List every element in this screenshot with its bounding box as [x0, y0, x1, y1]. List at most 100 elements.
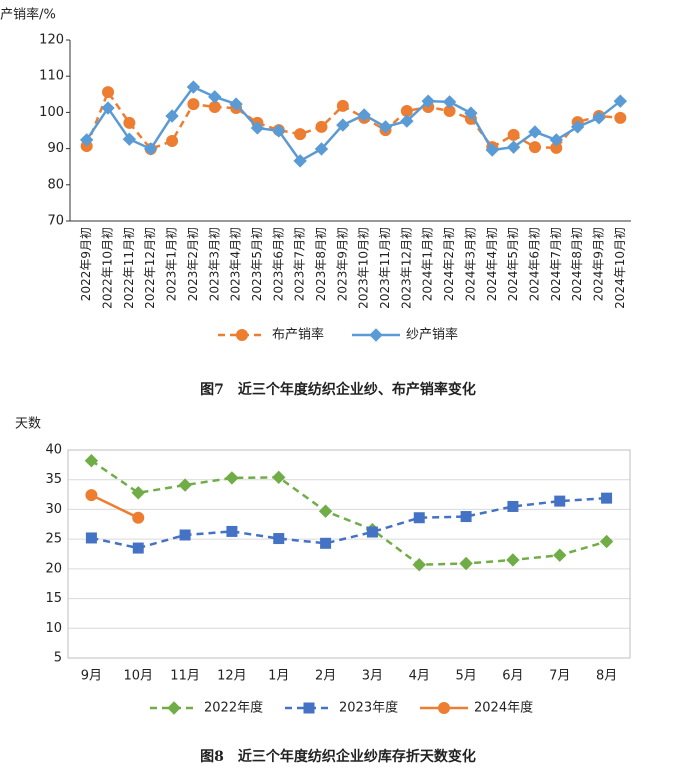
- marker: [464, 106, 478, 120]
- series-line: [85, 89, 621, 151]
- x-tick-label: 2024年4月初: [485, 227, 499, 301]
- x-tick-label: 2023年2月初: [186, 227, 200, 301]
- marker: [122, 132, 137, 146]
- x-tick-label: 7月: [549, 669, 570, 684]
- marker: [357, 108, 371, 122]
- x-tick-label: 2024年1月初: [421, 227, 435, 301]
- x-tick-label: 2024年6月初: [527, 227, 541, 301]
- marker: [229, 97, 243, 111]
- x-tick-label: 2023年10月初: [357, 227, 371, 309]
- legend-item: 纱产销率: [352, 327, 458, 343]
- legend-item: 布产销率: [218, 327, 324, 343]
- x-tick-label: 9月: [81, 669, 102, 684]
- x-tick-label: 2022年10月初: [101, 227, 115, 309]
- x-tick-label: 2024年7月初: [549, 227, 563, 301]
- x-tick-label: 2022年11月初: [122, 227, 136, 309]
- series-line: [90, 459, 607, 566]
- y-tick-label: 120: [39, 33, 64, 48]
- marker: [528, 125, 542, 139]
- marker: [442, 95, 457, 109]
- x-tick-label: 2月: [315, 669, 336, 684]
- marker: [167, 701, 181, 715]
- marker: [226, 525, 238, 537]
- y-tick-label: 10: [45, 621, 62, 636]
- x-tick-label: 2024年8月初: [570, 227, 584, 301]
- marker: [506, 553, 520, 567]
- y-tick-label: 5: [54, 651, 62, 666]
- marker: [613, 94, 628, 108]
- marker: [102, 86, 115, 99]
- marker: [599, 534, 614, 549]
- legend-item: 2022年度: [150, 700, 263, 716]
- marker: [314, 142, 329, 156]
- x-tick-label: 2024年10月初: [613, 227, 627, 309]
- x-tick-label: 2023年6月初: [271, 227, 285, 301]
- y-tick-label: 70: [47, 214, 64, 229]
- legend-label: 布产销率: [272, 327, 324, 343]
- marker: [132, 542, 144, 554]
- legend-label: 2022年度: [204, 700, 263, 716]
- marker: [412, 557, 426, 572]
- x-tick-label: 2024年3月初: [463, 227, 477, 301]
- marker: [485, 143, 499, 157]
- marker: [187, 98, 200, 111]
- x-tick-label: 2022年12月初: [143, 227, 157, 309]
- marker: [614, 111, 627, 124]
- marker: [366, 526, 378, 538]
- x-tick-label: 2023年5月初: [250, 227, 264, 301]
- legend-item: 2024年度: [420, 700, 533, 716]
- marker: [123, 116, 136, 129]
- marker: [303, 702, 315, 714]
- marker: [144, 142, 158, 156]
- series-line: [91, 496, 607, 550]
- marker: [570, 120, 585, 134]
- marker: [400, 114, 414, 128]
- x-tick-label: 1月: [268, 669, 289, 684]
- y-tick-label: 100: [39, 105, 64, 120]
- marker: [250, 121, 265, 135]
- x-tick-label: 2024年9月初: [591, 227, 605, 301]
- marker: [369, 328, 383, 342]
- y-axis-label: 产销率/%: [0, 7, 56, 23]
- marker: [179, 529, 191, 541]
- marker: [459, 556, 473, 571]
- y-tick-label: 40: [45, 443, 62, 458]
- x-tick-label: 2024年2月初: [442, 227, 456, 301]
- y-tick-label: 90: [47, 141, 64, 156]
- x-tick-label: 2023年11月初: [378, 227, 392, 309]
- marker: [186, 80, 201, 94]
- marker: [315, 120, 328, 133]
- marker: [554, 495, 566, 507]
- marker: [460, 511, 472, 523]
- legend-item: 2023年度: [285, 700, 398, 716]
- marker: [166, 134, 179, 147]
- marker: [294, 128, 307, 141]
- marker: [79, 133, 94, 147]
- marker: [320, 537, 332, 549]
- marker: [528, 141, 541, 154]
- x-tick-label: 2023年1月初: [165, 227, 179, 301]
- marker: [84, 453, 99, 468]
- marker: [178, 478, 192, 492]
- plot-border: [67, 449, 631, 659]
- x-tick-label: 2023年7月初: [293, 227, 307, 301]
- marker: [293, 154, 307, 168]
- y-tick-label: 80: [47, 177, 64, 192]
- x-tick-label: 6月: [502, 669, 523, 684]
- marker: [506, 140, 521, 154]
- x-tick-label: 2023年8月初: [314, 227, 328, 301]
- marker: [132, 511, 145, 524]
- caption: 图8 近三个年度纺织企业纱库存折天数变化: [200, 748, 476, 765]
- caption: 图7 近三个年度纺织企业纱、布产销率变化: [200, 381, 476, 398]
- legend-label: 2024年度: [474, 700, 533, 716]
- marker: [592, 111, 606, 125]
- marker: [378, 120, 393, 134]
- series-line: [90, 494, 139, 519]
- x-tick-label: 8月: [596, 669, 617, 684]
- marker: [507, 128, 520, 141]
- y-tick-label: 30: [45, 502, 62, 517]
- marker: [272, 470, 286, 485]
- marker: [507, 500, 519, 512]
- marker: [553, 548, 567, 562]
